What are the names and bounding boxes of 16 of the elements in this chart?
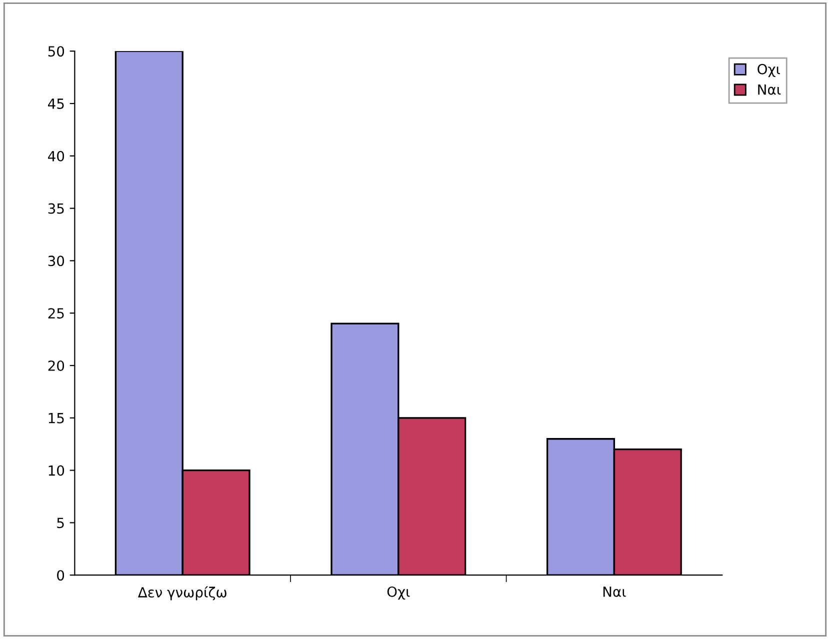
y-tick-label: 15	[48, 413, 64, 424]
y-tick-label: 30	[48, 256, 64, 266]
legend-label: Οχι	[758, 64, 780, 78]
x-tick-label: Οχι	[387, 586, 410, 600]
y-tick-label: 5	[57, 518, 64, 528]
x-tick-label: Ναι	[603, 586, 626, 597]
legend-label: Ναι	[758, 84, 781, 95]
x-tick-label: Δεν γνωρίζω	[138, 586, 226, 600]
y-tick-label: 10	[48, 465, 64, 476]
y-tick-label: 45	[48, 98, 64, 109]
y-tick-label: 35	[48, 203, 64, 214]
y-tick-label: 20	[48, 360, 64, 371]
y-tick-label: 50	[48, 46, 64, 57]
y-tick-label: 25	[48, 308, 64, 319]
y-tick-label: 40	[48, 150, 64, 162]
y-tick-label: 0	[57, 570, 64, 581]
